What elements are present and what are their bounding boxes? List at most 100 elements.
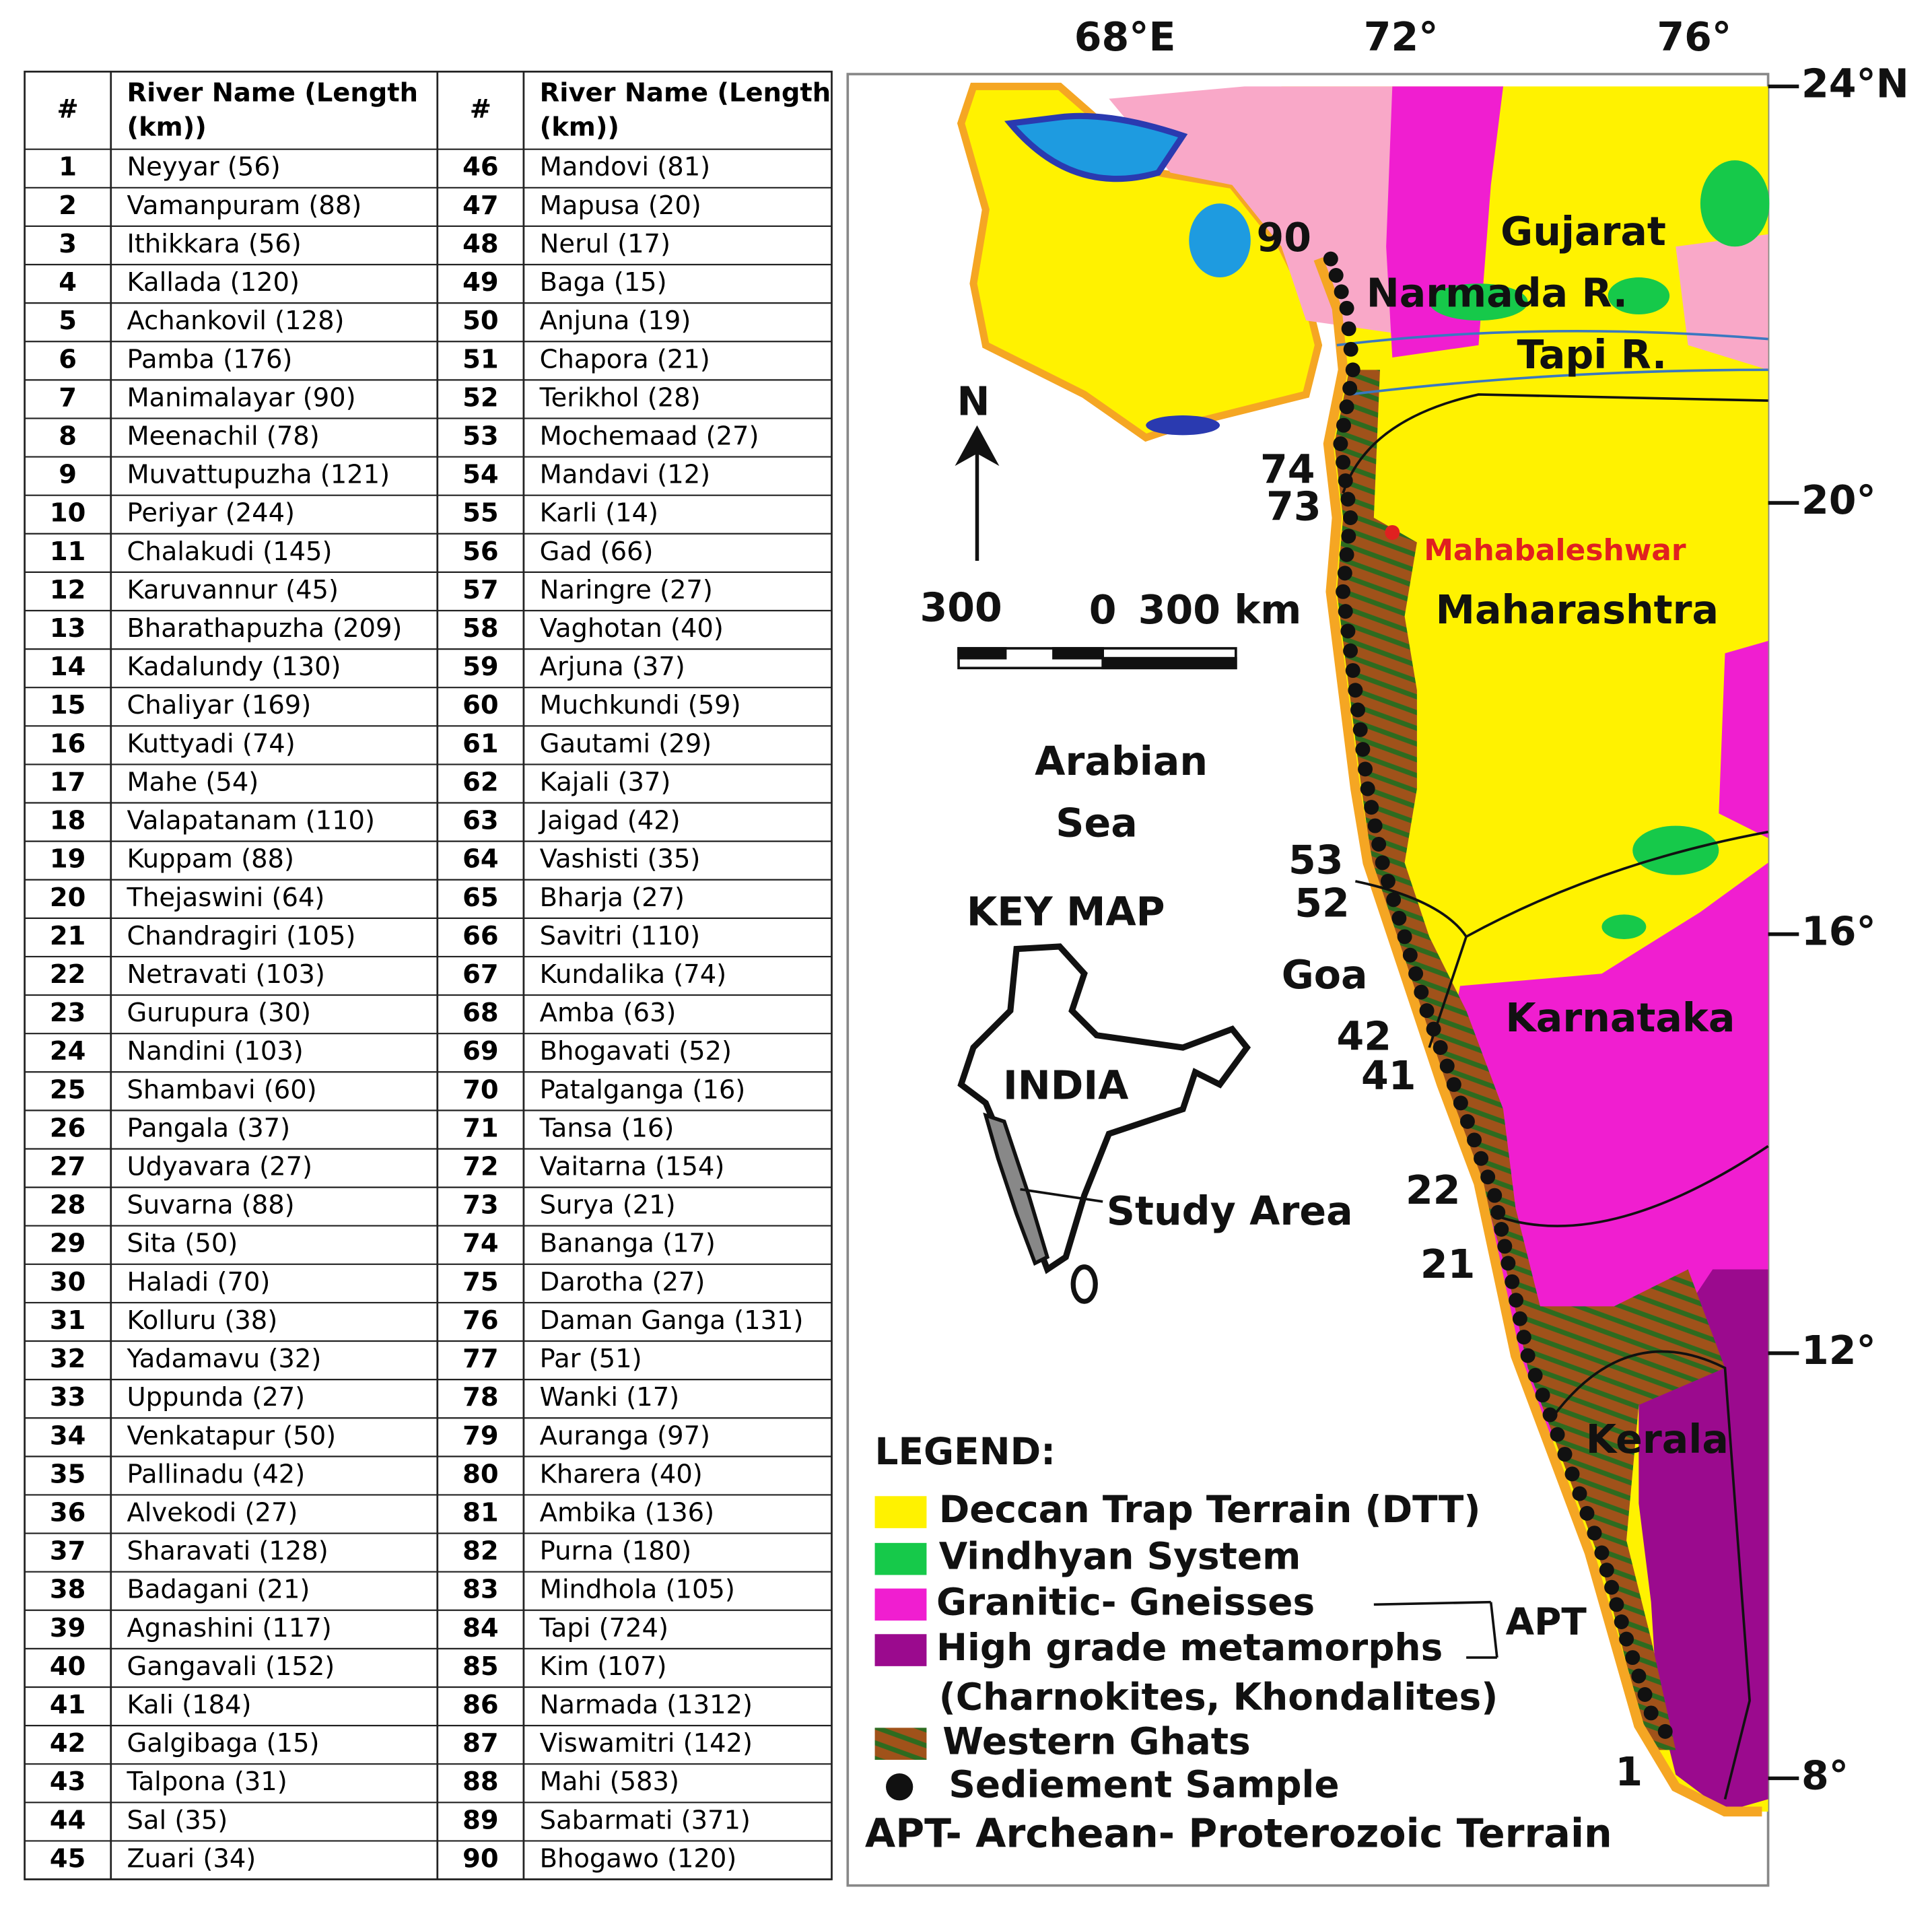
sample-dot [1497, 1239, 1513, 1254]
river-name: Par (51) [540, 1344, 642, 1374]
river-number: 25 [50, 1074, 85, 1105]
sample-dot [1336, 417, 1351, 433]
river [1336, 329, 1768, 396]
place-label: Narmada R. [1367, 271, 1628, 316]
river-name: Sharavati (128) [127, 1536, 329, 1567]
river-name: Gautami (29) [540, 728, 712, 759]
river-number: 15 [50, 690, 85, 720]
sample-dot [1328, 268, 1344, 283]
river-name: Kuttyadi (74) [127, 728, 296, 759]
river-name: Kallada (120) [127, 267, 300, 298]
river-number: 13 [50, 613, 85, 644]
sample-label: 90 [1256, 215, 1311, 261]
sample-dot [1625, 1650, 1641, 1666]
mahabaleshwar-point [1385, 524, 1400, 540]
lat-label: 24°N [1801, 61, 1909, 106]
sample-label: 52 [1295, 881, 1350, 926]
river-name: Mindhola (105) [540, 1575, 735, 1605]
river-number: 62 [462, 767, 498, 797]
river-number: 18 [50, 806, 85, 836]
sample-dot [1572, 1486, 1587, 1501]
river-number: 37 [50, 1536, 85, 1567]
river-name: Badagani (21) [127, 1575, 310, 1605]
river-number: 75 [462, 1267, 498, 1297]
sample-dot [1334, 284, 1349, 300]
place-label: Maharashtra [1436, 587, 1719, 633]
river-number: 58 [462, 613, 498, 644]
river-number: 79 [462, 1421, 498, 1451]
river-name: Arjuna (37) [540, 652, 685, 682]
river-name: Agnashini (117) [127, 1613, 332, 1643]
lat-ticks [1768, 84, 1799, 1781]
rann [1004, 112, 1251, 436]
table-header: River Name (Length (km)) [540, 77, 831, 142]
scale-label: 0 [1089, 587, 1117, 633]
vindhyan-patch [1632, 825, 1719, 875]
river-name: Pallinadu (42) [127, 1459, 306, 1489]
river-number: 68 [462, 998, 498, 1028]
sample-dot [1614, 1614, 1629, 1629]
sample-dot [1509, 1293, 1524, 1308]
river-name: Suvarna (88) [127, 1190, 295, 1221]
river-name: Venkatapur (50) [127, 1421, 337, 1451]
river-number: 63 [462, 806, 498, 836]
study-area-hatch [983, 1112, 1050, 1266]
river-number: 85 [462, 1651, 498, 1682]
sample-dot [1516, 1330, 1531, 1345]
sample-dot [1360, 781, 1375, 796]
river-name: Naringre (27) [540, 575, 713, 605]
river-number: 84 [462, 1613, 498, 1643]
river-number: 49 [462, 267, 498, 298]
river-number: 88 [462, 1767, 498, 1797]
sample-dot [1542, 1407, 1558, 1423]
place-label: Goa [1282, 952, 1368, 998]
sample-dot [1550, 1427, 1565, 1442]
river-number: 54 [462, 460, 498, 490]
sample-dot [1339, 300, 1354, 316]
sample-dot [1343, 341, 1358, 357]
river-number: 69 [462, 1036, 498, 1066]
river-number: 64 [462, 844, 498, 875]
apt-label: APT [1506, 1600, 1587, 1643]
river-number: 5 [59, 306, 77, 336]
river-name: Valapatanam (110) [127, 806, 375, 836]
scale-seg [1101, 656, 1237, 670]
river-number: 67 [462, 959, 498, 990]
lon-label: 72° [1364, 14, 1439, 60]
river-name: Wanki (17) [540, 1382, 679, 1412]
river-number: 12 [50, 575, 85, 605]
river-name: Mochemaad (27) [540, 421, 759, 452]
river-number: 33 [50, 1382, 85, 1412]
river-number: 45 [50, 1843, 85, 1874]
river-name: Uppunda (27) [127, 1382, 306, 1412]
scale-seg [957, 647, 1007, 660]
sea-label: Arabian [1035, 739, 1208, 784]
river-name: Vashisti (35) [540, 844, 701, 875]
gneiss-east [1676, 234, 1768, 370]
rann-water [1004, 112, 1188, 182]
vindhyan [1429, 160, 1770, 939]
river-name: Gad (66) [540, 537, 654, 567]
lat-label: 20° [1801, 477, 1876, 523]
sample-dot [1336, 454, 1351, 470]
sample-dot [1564, 1466, 1580, 1482]
sample-dot [1594, 1545, 1610, 1561]
sample-dot [1527, 1367, 1543, 1383]
river-number: 4 [59, 267, 77, 298]
sample-dot [1333, 436, 1348, 452]
shoal [1146, 415, 1220, 436]
river-name: Shambavi (60) [127, 1074, 317, 1105]
sample-dot [1340, 491, 1356, 507]
river-number: 53 [462, 421, 498, 452]
legend-item: Deccan Trap Terrain (DTT) [939, 1488, 1481, 1531]
vindhyan-patch [1429, 283, 1528, 321]
sample-dot [1339, 547, 1354, 562]
river-name: Periyar (244) [127, 498, 296, 528]
river-name: Chaliyar (169) [127, 690, 312, 720]
river-name: Chalakudi (145) [127, 537, 333, 567]
scale-label: 300 [920, 584, 1002, 630]
sample-dot [1467, 1132, 1482, 1148]
river-number: 14 [50, 652, 85, 682]
legend-item: Granitic- Gneisses [936, 1580, 1315, 1623]
river-name: Galgibaga (15) [127, 1728, 320, 1758]
